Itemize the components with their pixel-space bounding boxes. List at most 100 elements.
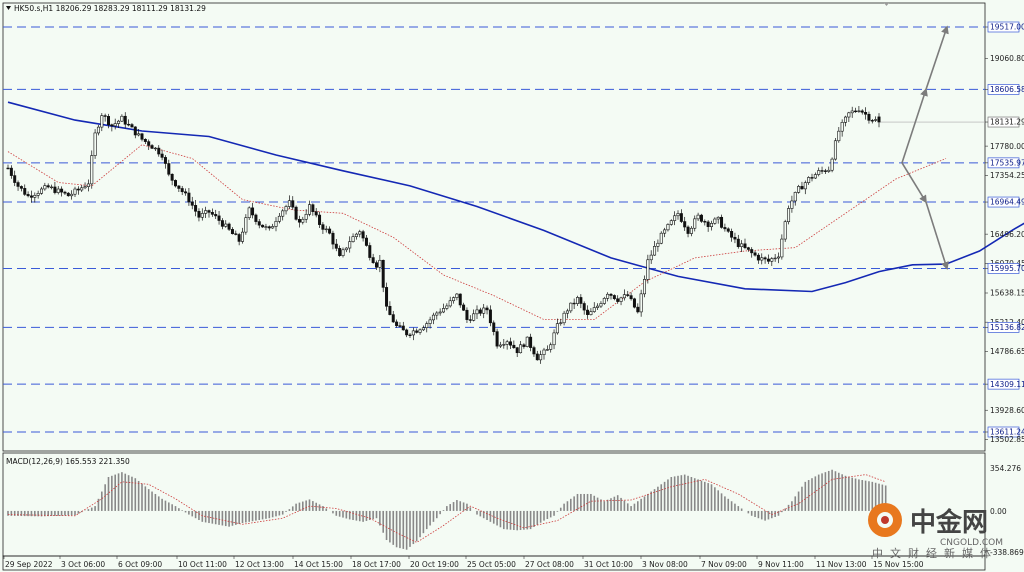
candlestick[interactable] xyxy=(823,168,827,175)
candlestick[interactable] xyxy=(351,233,355,243)
candlestick[interactable] xyxy=(609,293,613,300)
candlestick[interactable] xyxy=(689,226,693,237)
candlestick[interactable] xyxy=(592,302,596,313)
dropdown-triangle-icon[interactable] xyxy=(6,6,11,10)
candlestick[interactable] xyxy=(549,342,553,353)
candlestick[interactable] xyxy=(669,219,673,226)
candlestick[interactable] xyxy=(703,219,707,226)
candlestick[interactable] xyxy=(197,208,201,222)
candlestick[interactable] xyxy=(612,294,616,301)
candlestick[interactable] xyxy=(257,218,261,229)
candlestick[interactable] xyxy=(123,112,127,129)
candlestick[interactable] xyxy=(391,310,395,323)
candlestick[interactable] xyxy=(602,296,606,305)
candlestick[interactable] xyxy=(649,250,653,264)
candlestick[interactable] xyxy=(746,246,750,252)
candlestick[interactable] xyxy=(539,350,543,364)
candlestick[interactable] xyxy=(639,289,643,317)
candlestick[interactable] xyxy=(810,173,814,182)
candlestick[interactable] xyxy=(60,186,64,197)
candlestick[interactable] xyxy=(616,295,620,304)
candlestick[interactable] xyxy=(723,223,727,232)
candlestick[interactable] xyxy=(736,234,740,249)
candlestick[interactable] xyxy=(174,179,178,188)
candlestick[interactable] xyxy=(371,253,375,264)
candlestick[interactable] xyxy=(39,186,43,195)
candlestick[interactable] xyxy=(364,234,368,247)
candlestick[interactable] xyxy=(247,206,251,221)
candlestick[interactable] xyxy=(586,305,590,319)
candlestick[interactable] xyxy=(167,159,171,177)
candlestick[interactable] xyxy=(43,182,47,191)
slow-moving-average-line[interactable] xyxy=(7,101,1024,293)
candlestick[interactable] xyxy=(297,215,301,228)
candlestick[interactable] xyxy=(599,301,603,308)
candlestick[interactable] xyxy=(251,202,255,219)
candlestick[interactable] xyxy=(415,328,419,334)
scroll-marker-icon[interactable] xyxy=(884,3,889,6)
candlestick[interactable] xyxy=(740,240,744,252)
candlestick[interactable] xyxy=(368,242,372,261)
candlestick[interactable] xyxy=(153,146,157,151)
candlestick[interactable] xyxy=(512,340,516,349)
candlestick[interactable] xyxy=(663,227,667,238)
candlestick[interactable] xyxy=(441,303,445,314)
candlestick[interactable] xyxy=(147,139,151,150)
candlestick[interactable] xyxy=(575,295,579,306)
candlestick[interactable] xyxy=(120,114,124,122)
candlestick[interactable] xyxy=(29,190,33,203)
candlestick[interactable] xyxy=(817,167,821,177)
candlestick[interactable] xyxy=(214,209,218,219)
candlestick[interactable] xyxy=(281,209,285,221)
candlestick[interactable] xyxy=(234,230,238,236)
candlestick[interactable] xyxy=(452,296,456,304)
candlestick[interactable] xyxy=(70,190,74,200)
candlestick[interactable] xyxy=(163,155,167,169)
candlestick[interactable] xyxy=(579,294,583,309)
candlestick[interactable] xyxy=(485,305,489,315)
candlestick[interactable] xyxy=(395,319,399,328)
candlestick[interactable] xyxy=(482,303,486,319)
candlestick[interactable] xyxy=(338,245,342,257)
down-scenario-arrow[interactable] xyxy=(901,162,927,204)
candlestick[interactable] xyxy=(267,225,271,231)
candlestick[interactable] xyxy=(435,311,439,320)
candlestick[interactable] xyxy=(224,220,228,228)
candlestick[interactable] xyxy=(807,176,811,185)
candlestick[interactable] xyxy=(36,190,40,199)
candlestick[interactable] xyxy=(80,185,84,192)
candlestick[interactable] xyxy=(475,305,479,319)
candlestick[interactable] xyxy=(693,215,697,232)
candlestick[interactable] xyxy=(626,290,630,297)
candlestick[interactable] xyxy=(619,296,623,306)
candlestick[interactable] xyxy=(53,181,57,195)
candlestick[interactable] xyxy=(783,219,787,242)
candlestick[interactable] xyxy=(656,239,660,252)
candlestick[interactable] xyxy=(753,250,757,257)
candlestick[interactable] xyxy=(237,232,241,246)
candlestick[interactable] xyxy=(348,236,352,253)
candlestick[interactable] xyxy=(428,316,432,329)
candlestick[interactable] xyxy=(354,232,358,240)
candlestick[interactable] xyxy=(230,227,234,235)
candlestick[interactable] xyxy=(143,138,147,145)
macd-signal-line[interactable] xyxy=(7,474,886,543)
candlestick[interactable] xyxy=(405,328,409,338)
candlestick[interactable] xyxy=(187,187,191,206)
candlestick[interactable] xyxy=(519,340,523,354)
candlestick[interactable] xyxy=(458,293,462,308)
candlestick[interactable] xyxy=(170,173,174,186)
candlestick[interactable] xyxy=(6,164,10,170)
candlestick[interactable] xyxy=(277,212,281,224)
candlestick[interactable] xyxy=(797,184,801,194)
candlestick[interactable] xyxy=(787,205,791,225)
candlestick[interactable] xyxy=(562,310,566,326)
candlestick[interactable] xyxy=(673,211,677,226)
candlestick[interactable] xyxy=(515,346,519,358)
candlestick[interactable] xyxy=(820,166,824,175)
candlestick[interactable] xyxy=(636,303,640,314)
candlestick[interactable] xyxy=(401,321,405,331)
candlestick[interactable] xyxy=(19,185,23,192)
candlestick[interactable] xyxy=(596,303,600,311)
candlestick[interactable] xyxy=(200,208,204,221)
